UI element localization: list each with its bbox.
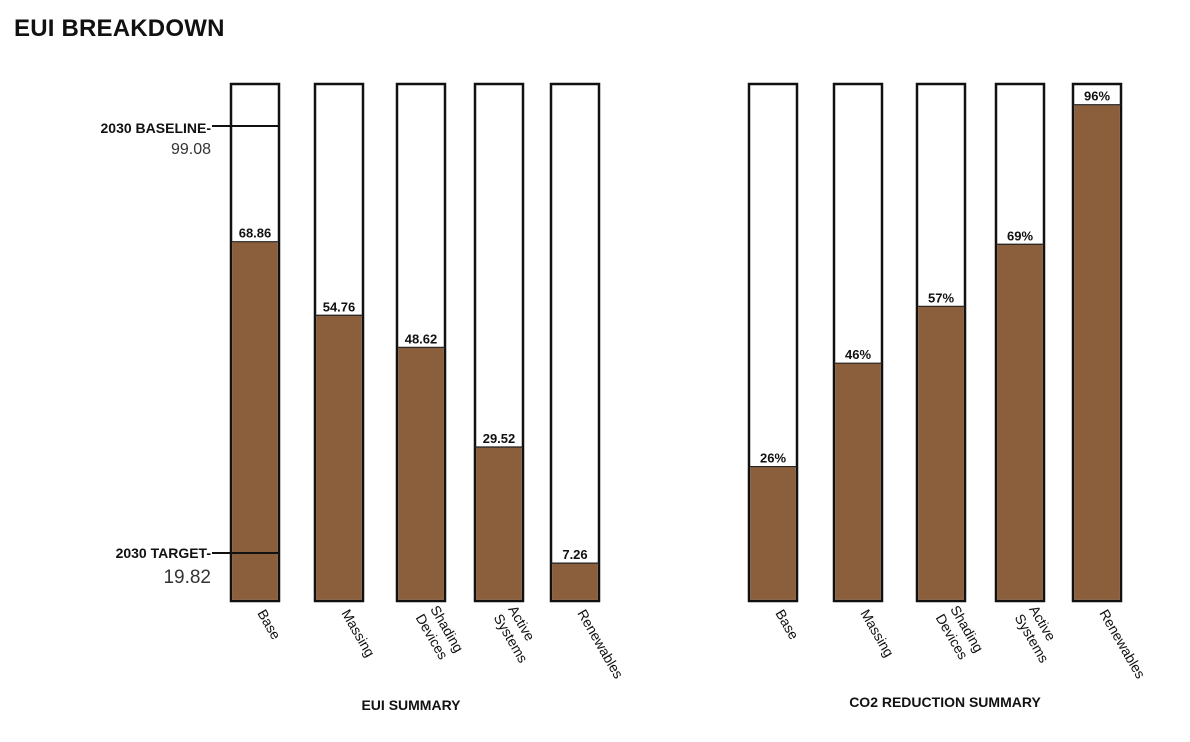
bar-frame-renewables [549,82,601,603]
category-label-line: Massing [338,607,378,660]
value-label-massing: 54.76 [323,299,356,314]
category-label-massing: Massing [857,607,897,660]
category-label-line: Massing [857,607,897,660]
category-label-renewables: Renewables [574,607,626,682]
value-label-base: 68.86 [239,226,272,241]
category-label-shading-devices: ShadingDevices [413,603,467,664]
category-label-line: Renewables [1096,607,1148,682]
bar-active-systems [476,446,522,600]
bar-base [232,241,278,600]
eui-summary-chart: 68.86 Base 54.76 Massing 48.62 ShadingDevices… [101,82,627,713]
page-title: EUI BREAKDOWN [14,15,225,42]
value-label-active-systems: 69% [1007,228,1033,243]
category-label-active-systems: ActiveSystems [1012,603,1067,666]
summary-label: EUI SUMMARY [361,697,461,713]
bar-active-systems [997,244,1043,600]
category-label-active-systems: ActiveSystems [491,603,546,666]
bar-renewables [552,563,598,600]
value-label-base: 26% [760,451,786,466]
summary-label: CO2 REDUCTION SUMMARY [849,694,1041,710]
value-label-active-systems: 29.52 [483,431,516,446]
co2-reduction-chart: 26% Base 46% Massing 57% ShadingDevices 69% Act… [747,82,1149,710]
reference-label: 2030 TARGET- [116,545,212,561]
value-label-shading-devices: 57% [928,290,954,305]
reference-value: 19.82 [163,567,211,588]
category-label-renewables: Renewables [1096,607,1148,682]
category-label-base: Base [772,607,802,643]
bar-massing [835,363,881,600]
category-label-massing: Massing [338,607,378,660]
category-label-line: Base [254,607,284,643]
value-label-massing: 46% [845,347,871,362]
bar-base [750,466,796,600]
reference-label: 2030 BASELINE- [101,120,212,136]
bar-massing [316,315,362,600]
reference-value: 99.08 [171,141,211,158]
bar-shading-devices [398,347,444,600]
category-label-shading-devices: ShadingDevices [933,603,987,664]
value-label-renewables: 96% [1084,89,1110,104]
category-label-line: Base [772,607,802,643]
bar-renewables [1074,104,1120,600]
bar-shading-devices [918,306,964,600]
category-label-base: Base [254,607,284,643]
value-label-shading-devices: 48.62 [405,331,438,346]
value-label-renewables: 7.26 [562,547,587,562]
category-label-line: Renewables [574,607,626,682]
